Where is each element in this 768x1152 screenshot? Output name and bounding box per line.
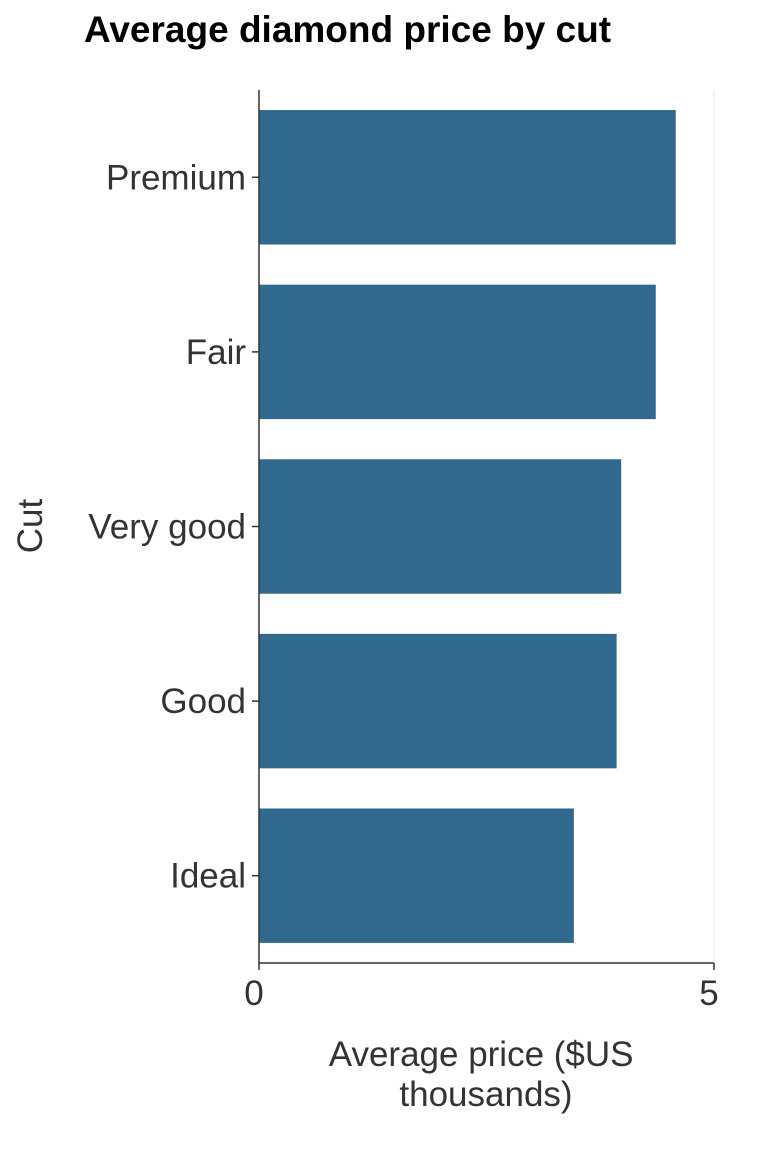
x-axis-title-line-2: thousands)	[399, 1075, 572, 1114]
y-tick-label: Fair	[186, 333, 247, 372]
x-tick-label: 0	[244, 974, 263, 1013]
x-axis-title-line-1: Average price ($US	[329, 1035, 634, 1074]
axes	[252, 90, 715, 970]
chart-title: Average diamond price by cut	[84, 9, 611, 50]
bar-ideal	[259, 808, 574, 943]
x-axis-title: Average price ($US thousands)	[329, 1035, 644, 1114]
bars	[259, 110, 676, 943]
bar-very-good	[259, 459, 622, 594]
y-tick-label: Premium	[106, 158, 246, 197]
bar-fair	[259, 284, 656, 420]
bar-premium	[259, 110, 676, 245]
y-tick-label: Good	[160, 682, 246, 721]
x-tick-label: 5	[699, 974, 718, 1013]
bar-good	[259, 633, 617, 769]
y-tick-label: Ideal	[170, 857, 246, 896]
y-tick-label: Very good	[88, 508, 246, 547]
y-tick-labels: Premium Fair Very good Good Ideal	[88, 158, 246, 895]
y-axis-title: Cut	[11, 498, 50, 553]
